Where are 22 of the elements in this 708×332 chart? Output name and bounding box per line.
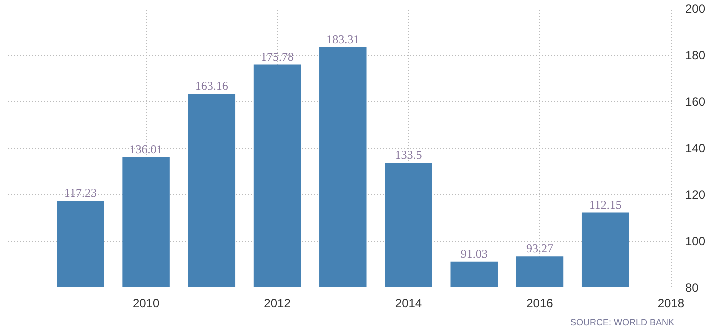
data-label: 112.15 — [589, 198, 622, 212]
y-tick-label: 80 — [686, 281, 700, 295]
y-tick-label: 200 — [686, 2, 706, 16]
data-label: 93.27 — [526, 242, 554, 256]
y-tick-label: 180 — [686, 48, 706, 62]
data-label: 136.01 — [130, 142, 163, 156]
x-tick-label: 2014 — [395, 296, 422, 310]
data-label: 183.31 — [326, 32, 360, 46]
source-note: SOURCE: WORLD BANK — [570, 318, 674, 328]
x-tick-label: 2018 — [658, 296, 685, 310]
x-tick-label: 2016 — [526, 296, 554, 310]
x-tick-label: 2012 — [264, 296, 292, 310]
x-tick-label: 2010 — [132, 296, 160, 310]
data-label: 91.03 — [460, 246, 488, 261]
y-tick-label: 100 — [686, 234, 706, 248]
data-label: 163.16 — [195, 79, 228, 94]
data-label: 175.78 — [261, 50, 294, 64]
data-label: 133.5 — [395, 148, 422, 162]
y-tick-label: 160 — [686, 95, 706, 109]
data-label: 117.23 — [64, 186, 97, 200]
y-tick-label: 120 — [686, 188, 706, 202]
y-tick-label: 140 — [686, 142, 706, 156]
